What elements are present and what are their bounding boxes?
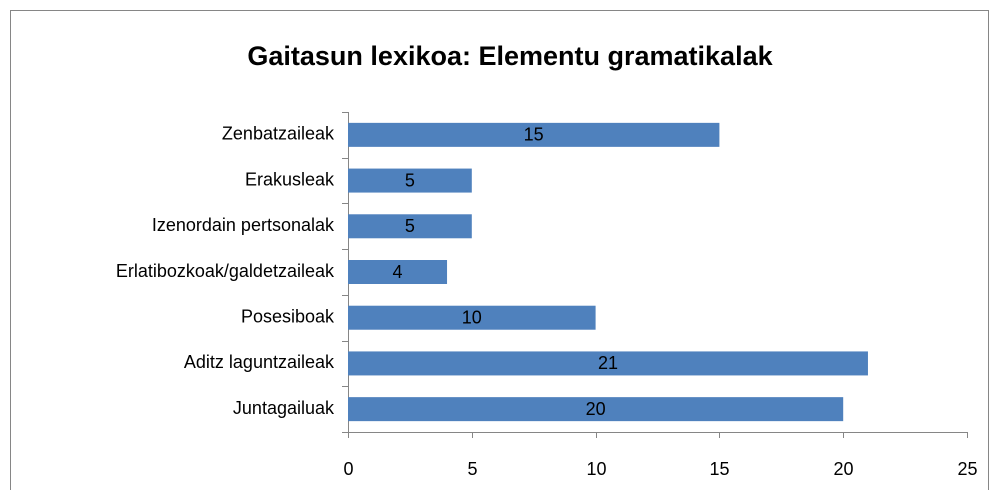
chart-title: Gaitasun lexikoa: Elementu gramatikalak (247, 41, 773, 71)
bar (348, 260, 448, 284)
y-tick-label: Erakusleak (245, 169, 335, 189)
y-tick-label: Juntagailuak (233, 398, 335, 418)
value-label: 10 (462, 307, 482, 327)
bar (348, 351, 868, 376)
value-label: 21 (598, 353, 618, 373)
x-tick-label: 10 (586, 459, 606, 479)
value-label: 15 (524, 125, 544, 145)
x-tick-label: 20 (833, 459, 853, 479)
x-tick-label: 25 (957, 459, 977, 479)
value-label: 5 (405, 170, 415, 190)
value-label: 4 (393, 262, 403, 282)
y-tick-label: Zenbatzaileak (222, 124, 335, 144)
x-tick-label: 15 (709, 459, 729, 479)
y-tick-label: Erlatibozkoak/galdetzaileak (116, 261, 335, 281)
y-tick-label: Aditz laguntzaileak (184, 352, 335, 372)
bar (348, 168, 472, 193)
x-tick-label: 5 (467, 459, 477, 479)
x-tick-label: 0 (343, 459, 353, 479)
value-label: 5 (405, 216, 415, 236)
y-tick-label: Posesiboak (241, 306, 335, 326)
bar (348, 305, 596, 330)
bar (348, 122, 720, 147)
bar (348, 214, 472, 239)
y-tick-label: Izenordain pertsonalak (152, 215, 335, 235)
bar (348, 397, 844, 422)
value-label: 20 (586, 399, 606, 419)
